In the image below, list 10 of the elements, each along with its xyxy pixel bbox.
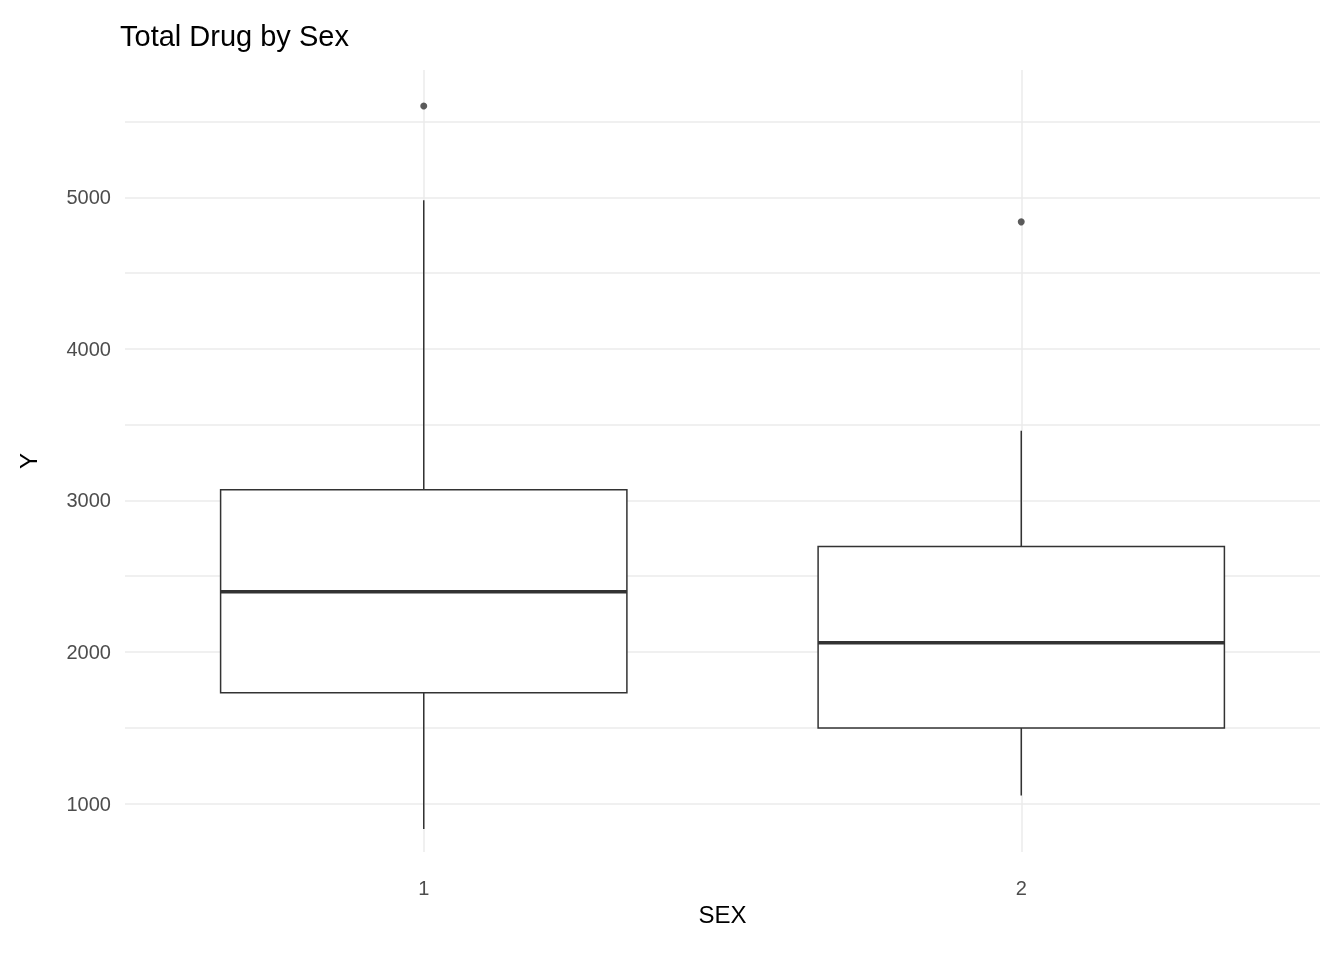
x-tick-label: 2 xyxy=(1015,877,1027,899)
y-axis-title: Y xyxy=(14,452,42,470)
y-tick-label: 1000 xyxy=(66,792,111,815)
y-tick-label: 3000 xyxy=(66,489,111,512)
chart-title: Total Drug by Sex xyxy=(120,19,350,52)
x-tick-label: 1 xyxy=(418,877,430,899)
y-tick-label: 2000 xyxy=(66,640,111,663)
x-axis-title: SEX xyxy=(698,901,747,929)
y-tick-label: 4000 xyxy=(66,337,111,360)
y-tick-label: 5000 xyxy=(66,186,111,209)
